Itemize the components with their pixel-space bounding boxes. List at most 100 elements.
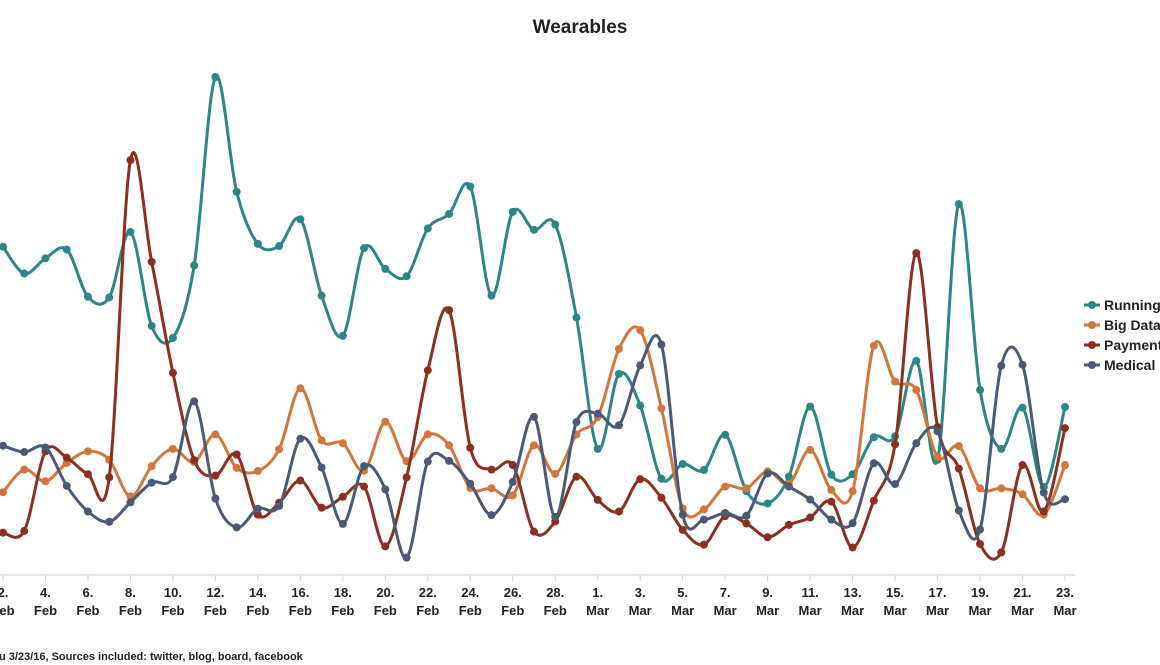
data-point-medical[interactable]: 2. Mar: 1.1 — [614, 421, 623, 430]
data-point-running[interactable]: 3. Feb: 44.2 — [20, 269, 29, 278]
data-point-payments[interactable]: 12. Feb: -13.2 — [211, 471, 220, 480]
data-point-medical[interactable]: 9. Feb: -15.2 — [147, 478, 156, 487]
data-point-payments[interactable]: 27. Feb: -29.1 — [530, 527, 538, 536]
data-point-medical[interactable]: 13. Feb: -27.9 — [232, 523, 241, 532]
data-point-medical[interactable]: 20. Feb: -17.1 — [381, 485, 390, 494]
data-point-medical[interactable]: 14. Mar: -9.7 — [869, 459, 878, 468]
data-point-payments[interactable]: 14. Mar: -20.3 — [869, 496, 878, 505]
data-point-medical[interactable]: 6. Feb: -23.4 — [83, 507, 92, 516]
data-point-payments[interactable]: 11. Mar: -25.1 — [806, 513, 815, 522]
data-point-big-data[interactable]: 15. Feb: -5.7 — [275, 445, 284, 454]
data-point-big-data[interactable]: 2. Mar: 22.8 — [614, 344, 623, 353]
data-point-running[interactable]: 21. Feb: 43.4 — [402, 272, 411, 281]
data-point-running[interactable]: 8. Feb: 56 — [126, 227, 135, 236]
data-point-big-data[interactable]: 19. Mar: -16.8 — [976, 484, 985, 493]
data-point-big-data[interactable]: 20. Feb: 2.1 — [381, 417, 390, 426]
data-point-medical[interactable]: 8. Mar: -24.6 — [742, 511, 751, 520]
data-point-running[interactable]: 12. Mar: -12.9 — [827, 470, 836, 479]
data-point-big-data[interactable]: 18. Feb: -4 — [338, 439, 347, 448]
data-point-medical[interactable]: 18. Feb: -26.9 — [338, 519, 347, 528]
data-point-payments[interactable]: 23. Mar: 0.3 — [1061, 424, 1069, 433]
data-point-big-data[interactable]: 20. Mar: -16.8 — [997, 484, 1006, 493]
data-point-medical[interactable]: 2. Feb: -4.7 — [0, 441, 7, 450]
data-point-payments[interactable]: 18. Mar: -11.2 — [954, 464, 963, 473]
data-point-medical[interactable]: 4. Feb: -5.2 — [41, 443, 50, 452]
data-point-running[interactable]: 12. Feb: 100 — [211, 73, 220, 81]
data-point-medical[interactable]: 21. Feb: -36.5 — [402, 553, 411, 562]
data-point-big-data[interactable]: 15. Mar: 13.5 — [891, 377, 900, 386]
data-point-payments[interactable]: 19. Mar: -32.6 — [976, 539, 985, 548]
data-point-payments[interactable]: 2. Mar: -23.4 — [614, 507, 623, 516]
data-point-payments[interactable]: 25. Feb: -11.5 — [487, 465, 496, 474]
data-point-running[interactable]: 18. Feb: 26.5 — [338, 331, 347, 340]
data-point-big-data[interactable]: 26. Feb: -18.8 — [508, 491, 517, 500]
data-point-big-data[interactable]: 3. Feb: -11.5 — [20, 465, 29, 474]
data-point-running[interactable]: 17. Feb: 37.9 — [317, 291, 326, 300]
data-point-medical[interactable]: 3. Mar: 18.1 — [636, 361, 645, 370]
data-point-big-data[interactable]: 27. Feb: -4.6 — [530, 441, 538, 450]
data-point-running[interactable]: 18. Mar: 63.9 — [954, 200, 963, 209]
data-point-medical[interactable]: 15. Mar: -15.6 — [891, 480, 900, 489]
data-point-payments[interactable]: 24. Feb: -5.3 — [466, 443, 475, 452]
data-point-running[interactable]: 5. Feb: 51 — [62, 245, 71, 254]
data-point-big-data[interactable]: 14. Mar: 23.7 — [869, 341, 878, 350]
data-point-big-data[interactable]: 14. Feb: -11.9 — [253, 467, 262, 476]
data-point-big-data[interactable]: 13. Mar: -17.6 — [848, 487, 857, 496]
data-point-payments[interactable]: 10. Mar: -27.2 — [784, 520, 793, 529]
data-point-running[interactable]: 16. Feb: 59.6 — [296, 215, 305, 224]
data-point-medical[interactable]: 15. Feb: -21.8 — [275, 501, 284, 510]
data-point-running[interactable]: 21. Mar: 6.1 — [1018, 403, 1027, 412]
data-point-running[interactable]: 6. Feb: 37.6 — [83, 292, 92, 301]
legend-item-payments[interactable]: Payments — [1084, 337, 1160, 353]
data-point-payments[interactable]: 13. Mar: -33.6 — [848, 543, 857, 552]
data-point-running[interactable]: 3. Mar: 6.7 — [636, 401, 645, 410]
data-point-big-data[interactable]: 12. Feb: -1.5 — [211, 430, 220, 439]
data-point-medical[interactable]: 18. Mar: -23.1 — [954, 506, 963, 515]
data-point-payments[interactable]: 3. Feb: -28.9 — [20, 526, 29, 535]
data-point-medical[interactable]: 5. Mar: -24.3 — [678, 510, 687, 519]
data-point-big-data[interactable]: 28. Feb: -12.7 — [551, 469, 560, 478]
data-point-payments[interactable]: 14. Feb: -24.3 — [253, 510, 262, 519]
data-point-medical[interactable]: 28. Feb: -24.9 — [551, 512, 560, 521]
data-point-payments[interactable]: 9. Feb: 47.5 — [147, 257, 156, 266]
data-point-medical[interactable]: 20. Mar: 18 — [997, 361, 1006, 370]
data-point-running[interactable]: 23. Mar: 6.3 — [1061, 402, 1069, 411]
legend-item-medical[interactable]: Medical — [1084, 357, 1155, 373]
data-point-medical[interactable]: 19. Feb: -10.5 — [360, 462, 369, 471]
data-point-payments[interactable]: 20. Feb: -33.3 — [381, 542, 390, 551]
data-point-big-data[interactable]: 7. Mar: -16.3 — [721, 482, 730, 491]
data-point-payments[interactable]: 1. Mar: -20.1 — [593, 495, 602, 504]
data-point-medical[interactable]: 17. Feb: -10.9 — [317, 463, 326, 472]
data-point-big-data[interactable]: 18. Mar: -4.8 — [954, 442, 963, 451]
data-point-payments[interactable]: 8. Mar: -26.8 — [742, 519, 751, 528]
data-point-medical[interactable]: 4. Mar: 24 — [657, 340, 666, 349]
data-point-payments[interactable]: 3. Mar: -14.2 — [636, 475, 645, 484]
data-point-medical[interactable]: 16. Feb: -2.7 — [296, 434, 305, 443]
data-point-payments[interactable]: 15. Mar: -4.3 — [891, 440, 900, 449]
data-point-medical[interactable]: 25. Feb: -24.4 — [487, 511, 496, 520]
data-point-medical[interactable]: 10. Feb: -13.6 — [168, 473, 177, 482]
data-point-payments[interactable]: 11. Feb: -8.8 — [190, 456, 199, 465]
data-point-payments[interactable]: 22. Feb: 16.7 — [423, 366, 432, 375]
data-point-running[interactable]: 7. Feb: 37.4 — [105, 293, 114, 302]
data-point-payments[interactable]: 19. Feb: -16.3 — [360, 482, 369, 491]
data-point-big-data[interactable]: 4. Feb: -14.8 — [41, 477, 50, 486]
data-point-payments[interactable]: 10. Feb: 16 — [168, 368, 177, 377]
data-point-payments[interactable]: 4. Mar: -19.5 — [657, 493, 666, 502]
data-point-payments[interactable]: 22. Mar: -23.4 — [1039, 507, 1048, 516]
data-point-running[interactable]: 28. Feb: 58.1 — [551, 220, 560, 229]
data-point-payments[interactable]: 16. Mar: 50 — [912, 249, 921, 258]
data-point-payments[interactable]: 6. Feb: -12.8 — [83, 470, 92, 479]
data-point-payments[interactable]: 12. Mar: -20.6 — [827, 497, 836, 506]
data-point-medical[interactable]: 8. Feb: -20.8 — [126, 498, 135, 507]
data-point-medical[interactable]: 12. Feb: -19.7 — [211, 494, 220, 503]
data-point-running[interactable]: 26. Feb: 61.7 — [508, 207, 517, 216]
data-point-medical[interactable]: 9. Mar: -12.6 — [763, 469, 772, 478]
data-point-big-data[interactable]: 10. Feb: -5.6 — [168, 444, 177, 453]
data-point-running[interactable]: 11. Feb: 46.5 — [190, 261, 199, 270]
data-point-medical[interactable]: 19. Mar: -28.5 — [976, 525, 985, 534]
data-point-big-data[interactable]: 3. Mar: 28.1 — [636, 326, 645, 335]
data-point-medical[interactable]: 5. Feb: -16.1 — [62, 481, 71, 490]
data-point-medical[interactable]: 11. Mar: -20 — [806, 495, 815, 504]
data-point-running[interactable]: 2. Feb: 51.8 — [0, 242, 7, 251]
